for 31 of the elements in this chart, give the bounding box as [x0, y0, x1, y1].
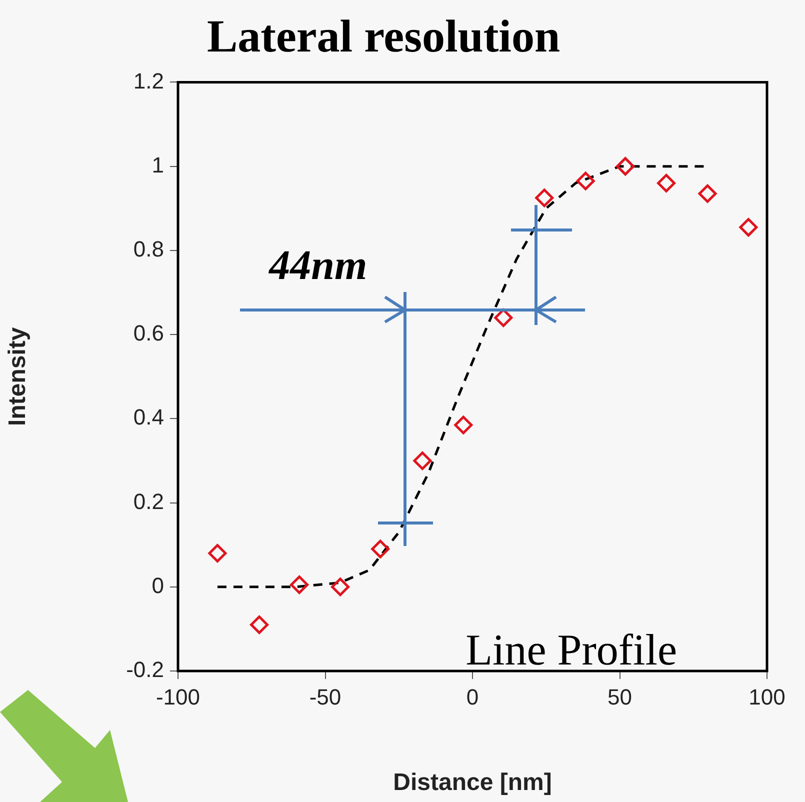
y-tick-label: 0 [152, 572, 164, 598]
y-tick-label: 0.2 [133, 488, 164, 514]
point [208, 544, 227, 562]
x-tick-label: 50 [608, 684, 632, 710]
point [250, 615, 269, 634]
point [290, 576, 309, 594]
chart-title: Lateral resolution [206, 10, 560, 62]
point [739, 218, 758, 237]
y-tick-label: -0.2 [126, 657, 164, 682]
y-tick-label: 0.8 [133, 236, 164, 262]
point [331, 578, 350, 596]
y-tick-label: 1 [152, 152, 164, 178]
y-axis-title: Intensity [4, 326, 32, 426]
x-tick-label: -50 [309, 684, 342, 710]
point [616, 157, 635, 176]
point [535, 188, 554, 208]
point [657, 174, 676, 192]
annotation: Line Profile [466, 626, 677, 675]
point [371, 540, 390, 558]
x-axis-title: Distance [nm] [393, 769, 552, 796]
y-tick-label: 0.6 [133, 320, 164, 346]
point [698, 184, 717, 203]
point [454, 416, 473, 434]
point [576, 172, 595, 190]
point [413, 451, 432, 470]
annotation: 44nm [268, 243, 368, 290]
x-tick-label: 0 [466, 684, 479, 710]
x-tick-label: 100 [748, 684, 786, 710]
y-tick-label: 0.4 [133, 404, 164, 430]
x-tick-label: -100 [156, 684, 200, 710]
y-tick-label: 1.2 [133, 68, 164, 94]
